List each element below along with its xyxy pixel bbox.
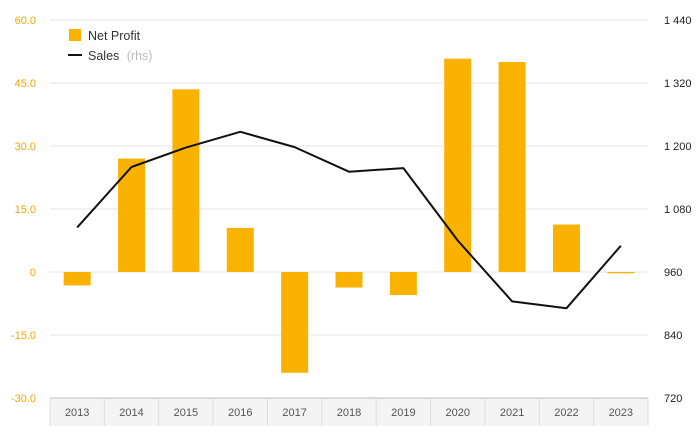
y-left-tick-label: -30.0	[11, 393, 36, 405]
y-right-tick-label: 1 320	[664, 78, 692, 90]
line-series	[76, 130, 622, 310]
x-tick-label: 2021	[500, 407, 524, 419]
axes: 60.0 1 440 45.0 1 320 30.0 1 200 15.0 1 080 0 960…	[11, 15, 692, 426]
legend-label-sales-suffix: (rhs)	[127, 49, 153, 63]
bar-net-profit	[498, 62, 526, 272]
y-left-tick-label: 0	[30, 267, 36, 279]
x-tick-label: 2020	[445, 407, 469, 419]
x-tick-label: 2013	[65, 407, 89, 419]
x-tick-label: 2018	[337, 407, 361, 419]
bar-net-profit	[444, 58, 472, 272]
bar-net-profit	[335, 272, 363, 288]
x-tick-label: 2015	[174, 407, 198, 419]
bar-net-profit	[389, 272, 417, 296]
bar-net-profit	[172, 89, 200, 272]
line-sales	[76, 130, 622, 310]
bar-net-profit	[118, 158, 146, 272]
legend-label-sales: Sales (rhs)	[88, 49, 152, 63]
legend-label-net-profit: Net Profit	[88, 29, 141, 43]
y-left-tick-label: 30.0	[15, 141, 36, 153]
bar-net-profit	[552, 224, 580, 272]
x-tick-label: 2023	[609, 407, 633, 419]
bar-net-profit	[281, 272, 309, 373]
y-right-tick-label: 840	[664, 330, 682, 342]
y-left-tick-label: -15.0	[11, 330, 36, 342]
x-tick-label: 2016	[228, 407, 252, 419]
x-tick-label: 2014	[119, 407, 143, 419]
x-tick-label: 2017	[282, 407, 306, 419]
legend: Net Profit Sales (rhs)	[68, 29, 152, 63]
bar-net-profit	[226, 227, 254, 272]
y-right-tick-label: 1 440	[664, 15, 692, 27]
bar-net-profit	[607, 272, 635, 274]
y-left-tick-label: 45.0	[15, 78, 36, 90]
legend-swatch-net-profit	[69, 29, 81, 41]
y-right-tick-label: 1 080	[664, 204, 692, 216]
y-left-tick-label: 15.0	[15, 204, 36, 216]
y-right-tick-label: 720	[664, 393, 682, 405]
x-tick-label: 2022	[554, 407, 578, 419]
y-right-tick-label: 1 200	[664, 141, 692, 153]
y-left-tick-label: 60.0	[15, 15, 36, 27]
legend-label-sales-name: Sales	[88, 49, 119, 63]
bar-net-profit	[63, 272, 91, 286]
x-tick-label: 2019	[391, 407, 415, 419]
x-axis-band	[50, 398, 648, 426]
y-right-tick-label: 960	[664, 267, 682, 279]
bar-series	[63, 58, 635, 373]
